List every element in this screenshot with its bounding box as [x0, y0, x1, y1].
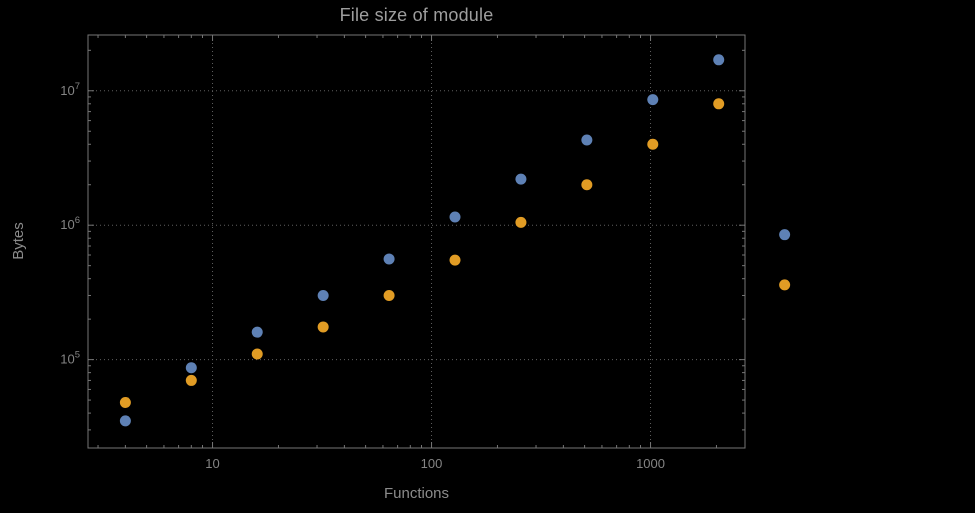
orange-series-point — [713, 98, 725, 110]
x-tick-label: 100 — [421, 456, 443, 471]
blue-series-point — [185, 362, 197, 374]
blue-series-point — [779, 229, 791, 241]
blue-series-point — [317, 289, 329, 301]
blue-series-point — [647, 94, 659, 106]
orange-series-point — [317, 321, 329, 333]
orange-series-point — [449, 254, 461, 266]
x-tick-label: 10 — [205, 456, 219, 471]
blue-series-point — [383, 253, 395, 265]
blue-series-point — [251, 326, 263, 338]
blue-series-point — [713, 54, 725, 66]
orange-series-point — [383, 289, 395, 301]
plot-frame — [87, 34, 746, 449]
orange-series-point — [251, 348, 263, 360]
y-tick-label: 106 — [60, 215, 80, 232]
x-axis-label: Functions — [383, 485, 450, 502]
blue-series-point — [581, 134, 593, 146]
y-axis-label: Bytes — [10, 222, 27, 260]
orange-series-point — [779, 279, 791, 291]
y-tick-label: 107 — [60, 81, 80, 98]
blue-series-point — [119, 415, 131, 427]
orange-series-point — [185, 374, 197, 386]
blue-series-point — [515, 173, 527, 185]
x-tick-label: 1000 — [636, 456, 665, 471]
orange-series-point — [647, 138, 659, 150]
y-tick-label: 105 — [60, 350, 80, 367]
chart-title: File size of module — [339, 5, 494, 25]
orange-series-point — [515, 216, 527, 228]
blue-series-point — [449, 211, 461, 223]
orange-series-point — [581, 179, 593, 191]
orange-series-point — [119, 396, 131, 408]
